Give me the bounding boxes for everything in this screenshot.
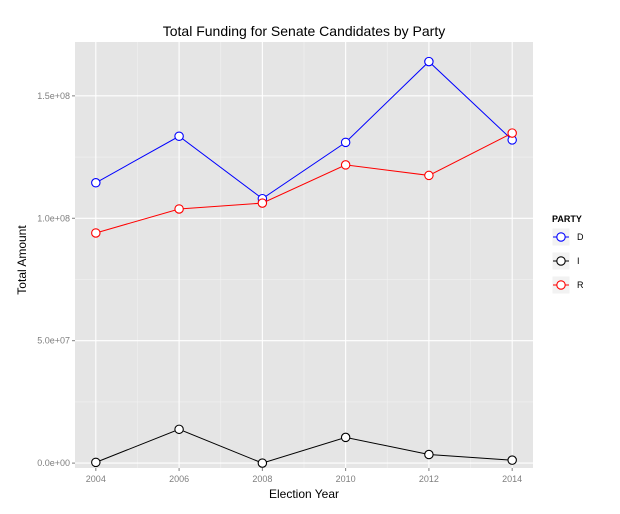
series-line-i <box>95 428 513 464</box>
data-point-d <box>424 56 434 67</box>
x-tick-label: 2014 <box>502 474 522 484</box>
data-point-i <box>340 432 351 443</box>
major-gridlines <box>75 42 533 468</box>
legend-title: PARTY <box>552 214 582 224</box>
data-point-d <box>174 131 184 142</box>
data-point-r <box>340 160 351 170</box>
legend-point-i <box>556 256 566 266</box>
legend-point-d <box>556 232 566 242</box>
data-point-i <box>257 458 268 468</box>
data-point-r <box>257 198 268 208</box>
legend-label-i: I <box>577 256 580 266</box>
data-point-d <box>340 137 351 148</box>
legend-label-d: D <box>577 232 584 242</box>
series-line-d <box>95 60 513 200</box>
data-point-i <box>507 455 517 465</box>
legend: PARTY D I R <box>551 214 584 295</box>
x-tick-label: 2010 <box>336 474 356 484</box>
y-tick-label: 1.0e+08 <box>37 213 70 223</box>
y-tick-label: 0.0e+00 <box>37 458 70 468</box>
series-layer <box>91 56 517 468</box>
chart-title: Total Funding for Senate Candidates by P… <box>163 23 446 39</box>
x-tick-label: 2006 <box>169 474 189 484</box>
x-tick-label: 2012 <box>419 474 439 484</box>
axis-ticks: 2004 2006 2008 2010 2012 2014 0.0e+00 5.0e+07 1.… <box>37 91 522 484</box>
x-axis-title: Election Year <box>269 487 339 501</box>
y-tick-label: 1.5e+08 <box>37 91 70 101</box>
y-tick-label: 5.0e+07 <box>37 336 70 346</box>
data-point-i <box>424 449 434 460</box>
y-axis-title: Total Amount <box>15 225 29 295</box>
data-point-r <box>174 204 184 214</box>
legend-label-r: R <box>577 280 584 290</box>
minor-gridlines <box>75 42 533 468</box>
data-point-r <box>91 228 101 238</box>
data-point-i <box>174 424 184 435</box>
data-point-r <box>507 128 517 138</box>
data-point-r <box>424 170 434 181</box>
series-line-r <box>95 132 513 234</box>
x-tick-label: 2008 <box>252 474 272 484</box>
x-tick-label: 2004 <box>86 474 106 484</box>
data-point-d <box>91 178 101 188</box>
legend-point-r <box>556 280 566 290</box>
data-point-i <box>91 457 101 468</box>
